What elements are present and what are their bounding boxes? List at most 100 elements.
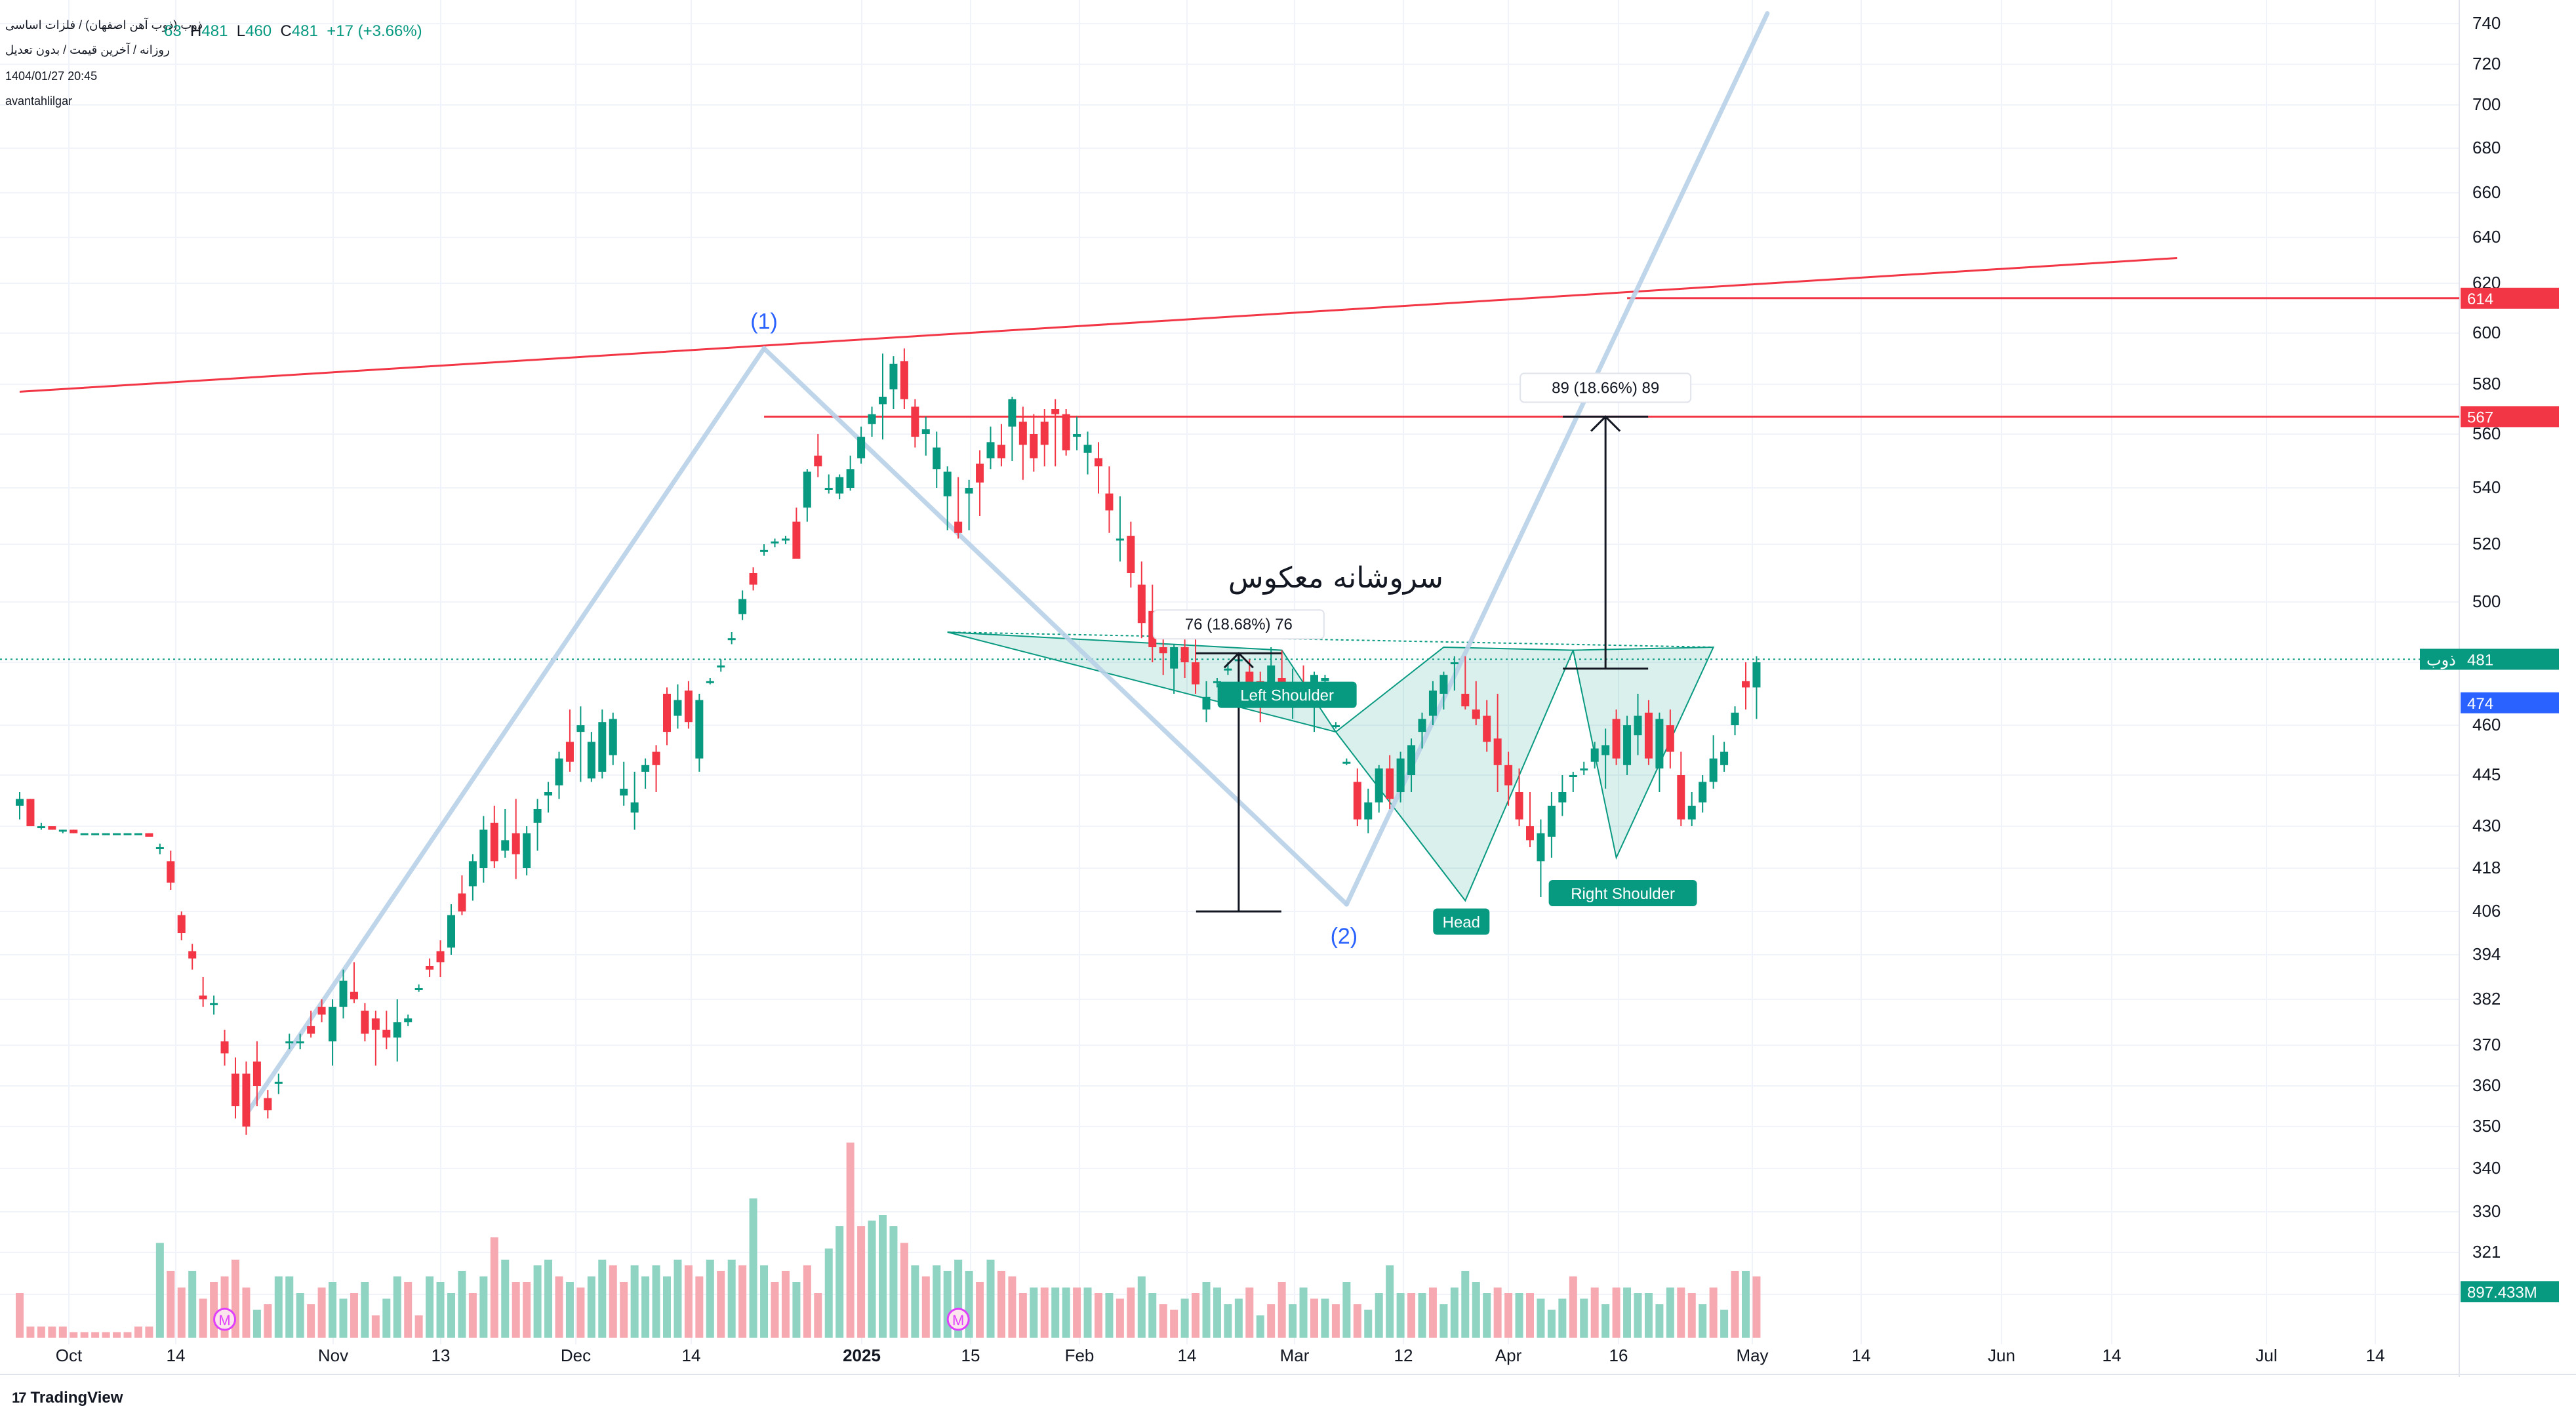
volume-bar	[997, 1271, 1005, 1338]
candle-body	[231, 1073, 239, 1106]
volume-bar	[555, 1276, 563, 1338]
axis-tag-label: 481	[2467, 651, 2493, 669]
volume-bar	[296, 1293, 304, 1338]
volume-bar	[684, 1265, 693, 1338]
candle-body	[824, 488, 833, 490]
candle-body	[576, 725, 585, 732]
candle-body	[1450, 662, 1459, 664]
candle-body	[814, 455, 822, 467]
candle-body	[620, 788, 628, 796]
candle-body	[285, 1041, 294, 1044]
candle-body	[220, 1041, 229, 1054]
volume-bar	[264, 1304, 272, 1338]
time-tick-label: Nov	[318, 1346, 348, 1365]
time-tick-label: 12	[1394, 1346, 1413, 1365]
volume-bar	[145, 1327, 153, 1338]
volume-bar	[900, 1243, 908, 1338]
volume-bar	[1364, 1309, 1373, 1338]
volume-bar	[1569, 1276, 1577, 1338]
candle-body	[1418, 719, 1426, 732]
candle-body	[1224, 668, 1232, 671]
volume-bar	[771, 1282, 779, 1338]
volume-bar	[382, 1298, 391, 1338]
volume-bar	[1202, 1282, 1211, 1338]
price-tick-label: 340	[2472, 1158, 2501, 1178]
candle-body	[1202, 696, 1211, 710]
candle-body	[587, 742, 595, 779]
volume-bar	[1267, 1304, 1276, 1338]
candle-body	[1720, 751, 1729, 765]
volume-bar	[1677, 1287, 1685, 1338]
candle-body	[1051, 409, 1060, 414]
volume-bar	[1321, 1298, 1329, 1338]
author-name: avantahlilgar	[5, 94, 73, 108]
volume-bar	[835, 1226, 844, 1338]
price-tick-label: 406	[2472, 901, 2501, 921]
candle-body	[1537, 833, 1545, 862]
price-tick-label: 500	[2472, 591, 2501, 611]
volume-bar	[1148, 1293, 1157, 1338]
volume-bar	[1720, 1309, 1729, 1338]
time-tick-label: Mar	[1280, 1346, 1310, 1365]
volume-bar	[620, 1282, 628, 1338]
volume-bar	[317, 1287, 326, 1338]
time-tick-label: Dec	[561, 1346, 591, 1365]
candle-body	[1105, 493, 1114, 511]
candle-body	[1018, 422, 1027, 445]
volume-bar	[1083, 1287, 1092, 1338]
volume-bar	[609, 1265, 617, 1338]
price-tick-label: 700	[2472, 94, 2501, 114]
volume-bar	[717, 1271, 725, 1338]
candle-body	[1569, 775, 1577, 777]
candle-body	[1040, 422, 1049, 445]
price-tick-label: 394	[2472, 944, 2501, 964]
time-tick-label: May	[1736, 1346, 1768, 1365]
volume-bar	[490, 1237, 498, 1338]
candle-body	[630, 802, 639, 813]
candle-body	[188, 951, 197, 959]
candle-body	[436, 951, 445, 963]
candle-body	[307, 1026, 315, 1034]
price-tick-label: 540	[2472, 477, 2501, 497]
volume-bar	[361, 1282, 369, 1338]
volume-bar	[1634, 1293, 1642, 1338]
candle-body	[717, 665, 725, 668]
volume-bar	[404, 1282, 413, 1338]
candle-body	[1439, 675, 1448, 694]
candle-body	[102, 833, 110, 835]
volume-bar	[436, 1282, 445, 1338]
volume-bar	[393, 1276, 401, 1338]
volume-bar	[1644, 1293, 1653, 1338]
candle-body	[706, 681, 714, 683]
volume-bar	[16, 1293, 24, 1338]
candle-body	[145, 833, 153, 837]
volume-bar	[91, 1332, 100, 1338]
candle-body	[911, 407, 919, 437]
volume-bar	[1127, 1287, 1135, 1338]
volume-bar	[134, 1327, 142, 1338]
volume-bar	[414, 1315, 423, 1338]
tradingview-logo[interactable]: 17 TradingView	[12, 1389, 123, 1407]
volume-bar	[1504, 1293, 1513, 1338]
volume-bar	[706, 1260, 714, 1338]
volume-bar	[933, 1265, 941, 1338]
candle-body	[16, 799, 24, 806]
volume-bar	[1526, 1293, 1534, 1338]
candle-body	[965, 488, 973, 494]
volume-bar	[1386, 1265, 1394, 1338]
candle-body	[1634, 715, 1642, 736]
candle-body	[760, 550, 769, 552]
candle-body	[252, 1061, 261, 1086]
time-tick-label: 14	[167, 1346, 186, 1365]
candle-body	[296, 1041, 304, 1044]
candle-body	[1526, 826, 1534, 841]
volume-bar	[1040, 1287, 1049, 1338]
axis-tag-box	[2420, 649, 2461, 670]
candle-body	[1095, 458, 1102, 467]
measure-large-label: 89 (18.66%) 89	[1552, 379, 1659, 397]
volume-bar	[468, 1293, 477, 1338]
price-tick-label: 580	[2472, 374, 2501, 393]
volume-bar	[846, 1142, 855, 1338]
candle-body	[954, 521, 963, 533]
